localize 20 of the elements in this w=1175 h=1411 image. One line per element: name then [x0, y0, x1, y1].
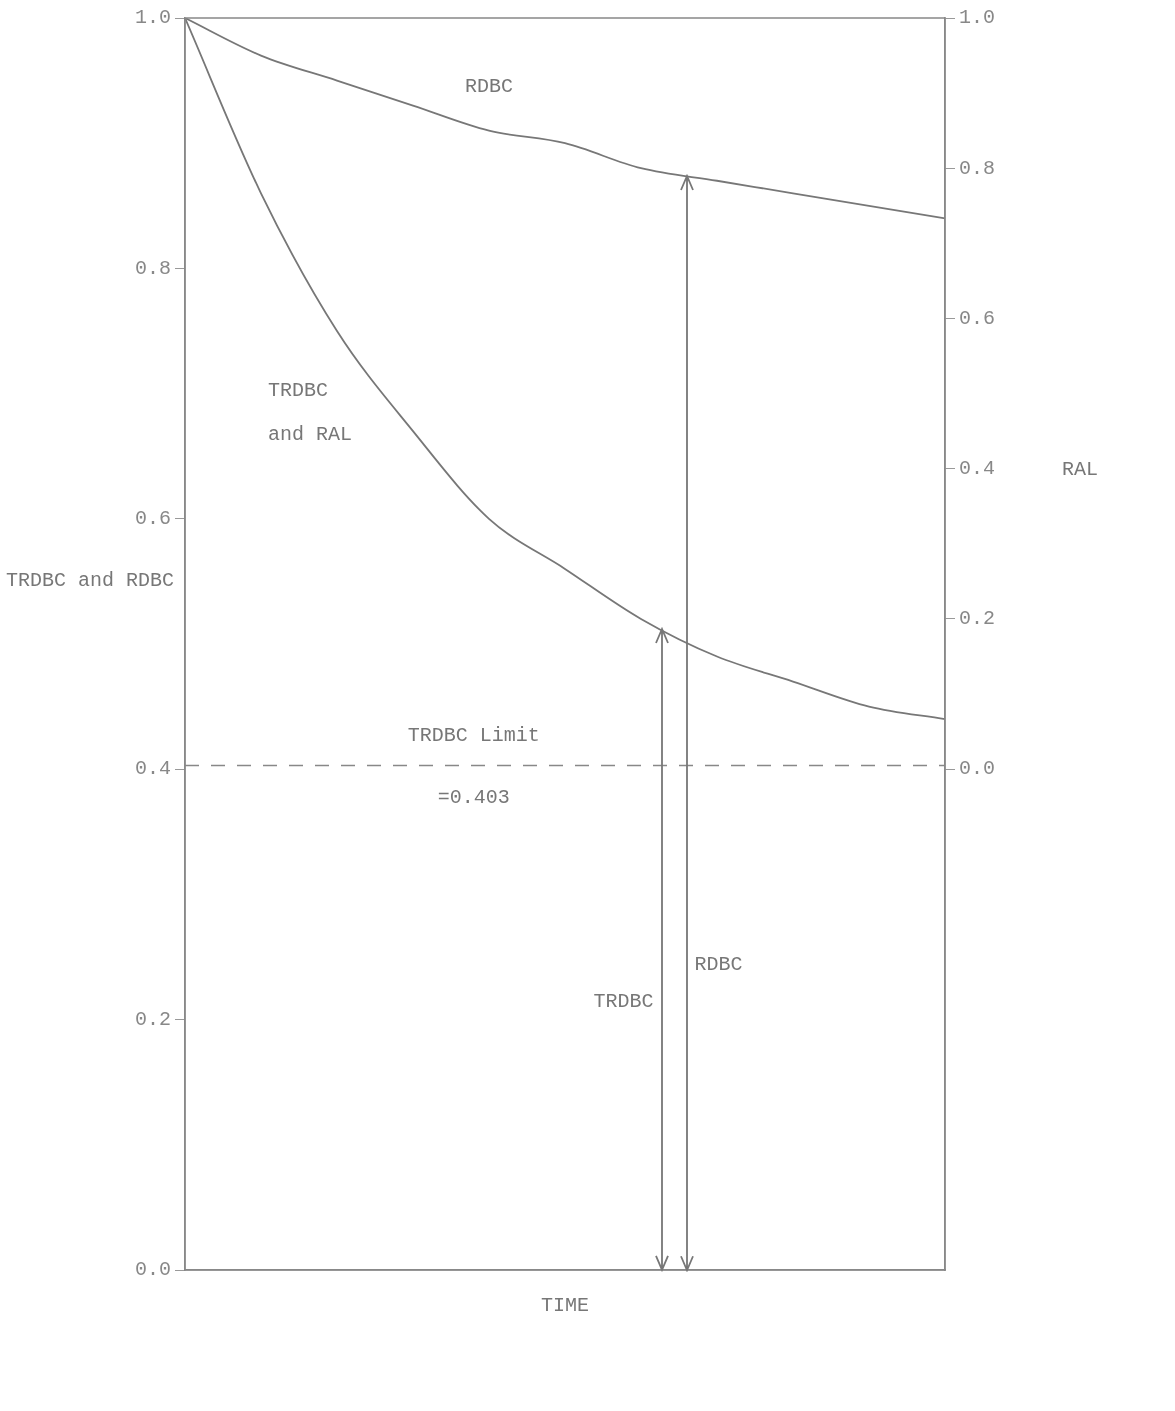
y-tick-label: 0.0 — [134, 1258, 171, 1282]
annotation: TRDBC — [593, 989, 654, 1013]
y2-tick-label: 0.8 — [959, 156, 996, 180]
y-tick-label: 0.2 — [134, 1007, 171, 1031]
y-tick-label: 0.4 — [134, 757, 171, 781]
y2-axis-title: RAL — [1061, 457, 1099, 481]
annotation: RDBC — [694, 952, 743, 976]
text: TRDBC Limit =0.403 — [407, 724, 540, 810]
x-axis-title: TIME — [540, 1293, 590, 1317]
series-label: TRDBC and RAL — [268, 378, 353, 449]
y-tick-label: 0.8 — [134, 256, 171, 280]
series-label: RDBC — [464, 74, 514, 98]
y2-tick-label: 0.2 — [959, 607, 996, 631]
y-tick-label: 1.0 — [134, 6, 171, 30]
y2-tick-label: 0.4 — [959, 456, 996, 480]
y2-tick-label: 1.0 — [959, 6, 996, 30]
y2-tick-label: 0.0 — [959, 757, 996, 781]
y2-tick-label: 0.6 — [959, 306, 996, 330]
y-tick-label: 0.6 — [134, 507, 171, 531]
y-axis-title: TRDBC and RDBC — [5, 568, 175, 595]
